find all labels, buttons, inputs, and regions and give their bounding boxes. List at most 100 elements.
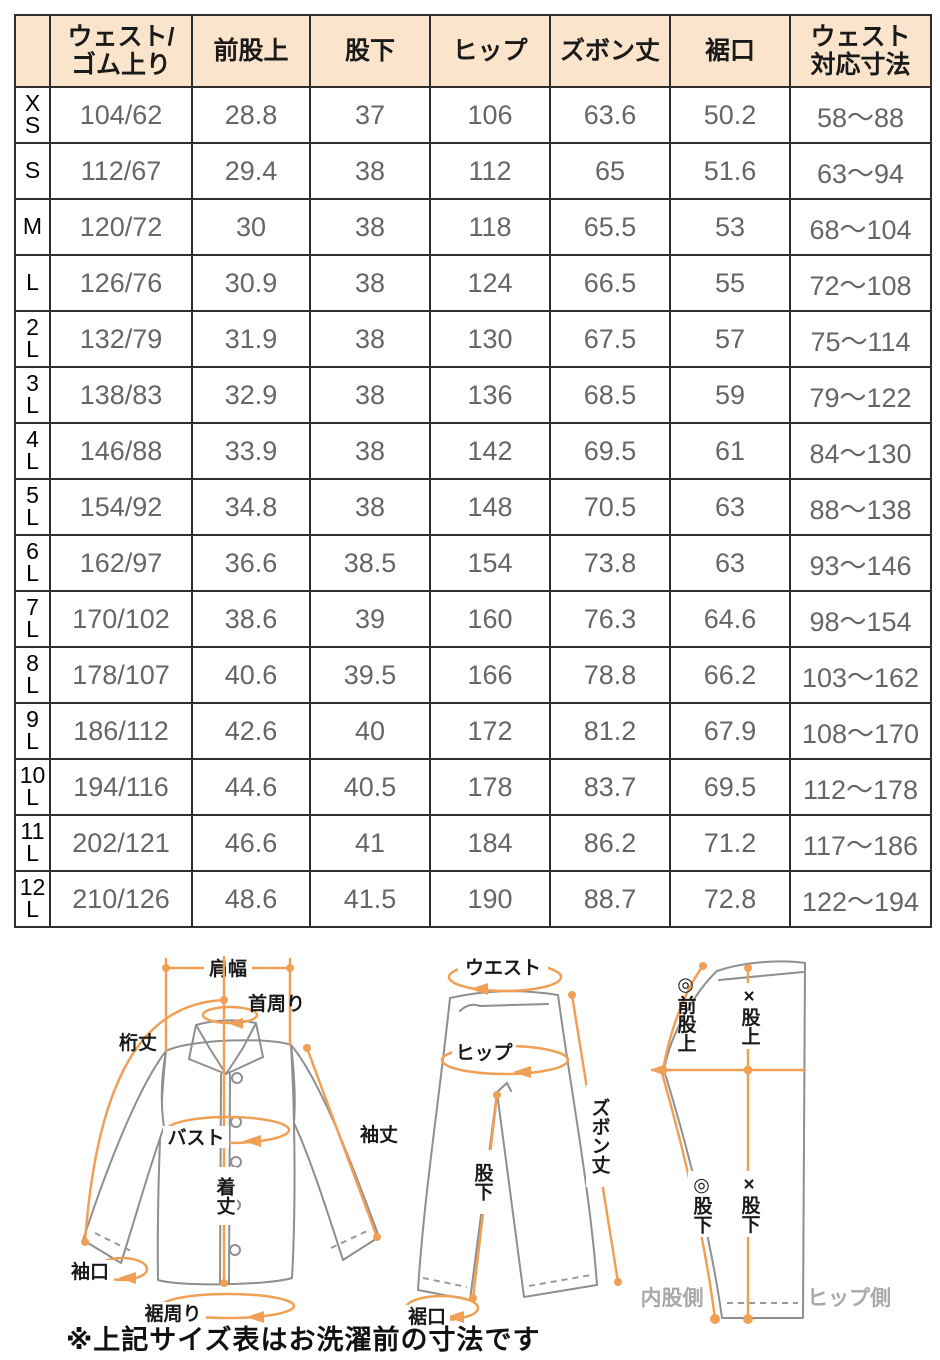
measurement-cell: 69.5	[549, 422, 671, 480]
measurement-cell: 112〜178	[789, 758, 932, 816]
measurement-cell: 37	[309, 86, 431, 144]
measurement-cell: 170/102	[49, 590, 193, 648]
front-rise-line	[661, 964, 705, 1072]
size-label: 5 L	[14, 478, 51, 536]
measurement-cell: 93〜146	[789, 534, 932, 592]
measurement-cell: 31.9	[191, 310, 311, 368]
shirt-left-sleeve	[82, 1050, 167, 1264]
measurement-cell: 130	[429, 310, 551, 368]
measurement-cell: 34.8	[191, 478, 311, 536]
measurement-cell: 136	[429, 366, 551, 424]
measurement-cell: 50.2	[669, 86, 791, 144]
measurement-cell: 55	[669, 254, 791, 312]
measurement-cell: 36.6	[191, 534, 311, 592]
measurement-cell: 38	[309, 478, 431, 536]
table-row: 10 L 194/116 44.6 40.5 178 83.7 69.5 112〜178	[14, 758, 932, 816]
pants-inseam-label: 股下	[472, 1163, 494, 1202]
measurement-cell: 73.8	[549, 534, 671, 592]
header-waist-range: ウェスト 対応寸法	[789, 14, 932, 88]
size-chart-table: ウェスト/ ゴム上り 前股上 股下 ヒップ ズボン丈 裾口 ウェスト 対応寸法 …	[14, 14, 932, 928]
pants-front-diagram: ウエスト ヒップ ズボン丈 股下 裾口	[404, 956, 622, 1328]
size-label: 3 L	[14, 366, 51, 424]
header-waist-elastic: ウェスト/ ゴム上り	[49, 14, 193, 88]
measurement-cell: 124	[429, 254, 551, 312]
measurement-cell: 68〜104	[789, 198, 932, 256]
measurement-cell: 42.6	[191, 702, 311, 760]
measurement-cell: 53	[669, 198, 791, 256]
measurement-cell: 40.5	[309, 758, 431, 816]
size-label: 6 L	[14, 534, 51, 592]
measurement-cell: 38	[309, 142, 431, 200]
pants-hem-opening-label: 裾口	[408, 1305, 446, 1328]
size-label: 12 L	[14, 870, 51, 928]
measurement-cell: 186/112	[49, 702, 193, 760]
measurement-cell: 63〜94	[789, 142, 932, 200]
measurement-cell: 65.5	[549, 198, 671, 256]
measurement-cell: 38	[309, 198, 431, 256]
measurement-cell: 148	[429, 478, 551, 536]
size-label: L	[14, 254, 51, 312]
measurement-cell: 59	[669, 366, 791, 424]
measurement-cell: 44.6	[191, 758, 311, 816]
measurement-cell: 33.9	[191, 422, 311, 480]
pants-waistband-line	[459, 1003, 549, 1012]
measurement-cell: 61	[669, 422, 791, 480]
shirt-right-sleeve	[290, 1044, 380, 1261]
measurement-cell: 40	[309, 702, 431, 760]
size-label: 7 L	[14, 590, 51, 648]
measurement-cell: 76.3	[549, 590, 671, 648]
measurement-cell: 160	[429, 590, 551, 648]
pants-waist-label: ウエスト	[465, 957, 541, 979]
pants-side-waistband	[718, 971, 804, 981]
header-hem-opening: 裾口	[669, 14, 791, 88]
measurement-cell: 63	[669, 478, 791, 536]
measurement-cell: 70.5	[549, 478, 671, 536]
measurement-cell: 122〜194	[789, 870, 932, 928]
measurement-cell: 51.6	[669, 142, 791, 200]
side-inseam-circle-label: ◎股下	[691, 1174, 713, 1235]
measurement-cell: 138/83	[49, 366, 193, 424]
measurement-cell: 184	[429, 814, 551, 872]
rise-label: ×股上	[739, 987, 761, 1046]
table-row: 8 L 178/107 40.6 39.5 166 78.8 66.2 103〜162	[14, 646, 932, 704]
table-row: 4 L 146/88 33.9 38 142 69.5 61 84〜130	[14, 422, 932, 480]
measurement-cell: 112/67	[49, 142, 193, 200]
size-label: 9 L	[14, 702, 51, 760]
shirt-yuki-label: 桁丈	[119, 1031, 157, 1054]
size-label: 10 L	[14, 758, 51, 816]
pre-wash-note: ※上記サイズ表はお洗濯前の寸法です	[66, 1325, 541, 1355]
table-row: X S 104/62 28.8 37 106 63.6 50.2 58〜88	[14, 86, 932, 144]
measurement-cell: 71.2	[669, 814, 791, 872]
measurement-cell: 66.2	[669, 646, 791, 704]
measurement-cell: 104/62	[49, 86, 193, 144]
header-corner	[14, 14, 51, 88]
sleeve-length-line	[305, 1046, 379, 1239]
measurement-cell: 117〜186	[789, 814, 932, 872]
measurement-cell: 162/97	[49, 534, 193, 592]
measurement-cell: 68.5	[549, 366, 671, 424]
measurement-cell: 63	[669, 534, 791, 592]
shirt-body-outline	[156, 1039, 296, 1286]
measurement-cell: 38	[309, 310, 431, 368]
header-inseam: 股下	[309, 14, 431, 88]
table-row: 12 L 210/126 48.6 41.5 190 88.7 72.8 122〜194	[14, 870, 932, 928]
shirt-cuff-opening-label: 袖口	[71, 1260, 109, 1283]
measurement-cell: 63.6	[549, 86, 671, 144]
table-row: S 112/67 29.4 38 112 65 51.6 63〜94	[14, 142, 932, 200]
measurement-cell: 83.7	[549, 758, 671, 816]
table-row: 7 L 170/102 38.6 39 160 76.3 64.6 98〜154	[14, 590, 932, 648]
shirt-bust-label: バスト	[167, 1127, 224, 1149]
pants-front-outline	[417, 990, 598, 1301]
measurement-cell: 57	[669, 310, 791, 368]
yuki-line	[83, 998, 226, 1244]
front-rise-label: ◎前股上	[675, 974, 697, 1053]
measurement-cell: 65	[549, 142, 671, 200]
measurement-cell: 67.9	[669, 702, 791, 760]
size-label: 4 L	[14, 422, 51, 480]
measurement-cell: 58〜88	[789, 86, 932, 144]
table-row: M 120/72 30 38 118 65.5 53 68〜104	[14, 198, 932, 256]
measurement-cell: 154/92	[49, 478, 193, 536]
measurement-cell: 172	[429, 702, 551, 760]
header-hip: ヒップ	[429, 14, 551, 88]
measurement-cell: 108〜170	[789, 702, 932, 760]
